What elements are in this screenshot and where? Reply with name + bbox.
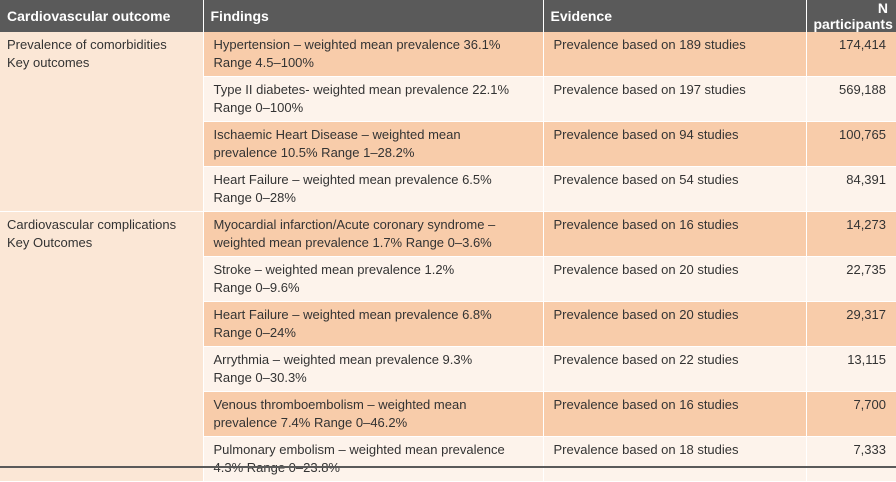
findings-line: weighted mean prevalence 1.7% Range 0–3.… (213, 235, 492, 250)
findings-line: Venous thromboembolism – weighted mean (213, 397, 467, 412)
evidence-cell: Prevalence based on 197 studies (543, 76, 807, 122)
table-row: Pulmonary embolism – weighted mean preva… (0, 436, 896, 482)
findings-line: Heart Failure – weighted mean prevalence… (213, 307, 492, 322)
header-outcome: Cardiovascular outcome (0, 0, 204, 32)
findings-line: Range 0–30.3% (213, 370, 307, 385)
table-row: Prevalence of comorbidities Key outcomes H… (0, 32, 896, 212)
participants-cell: 100,765 (806, 121, 896, 167)
evidence-cell: Prevalence based on 94 studies (543, 121, 807, 167)
findings-line: Heart Failure – weighted mean prevalence… (213, 172, 492, 187)
evidence-cell: Prevalence based on 22 studies (543, 346, 807, 392)
outcome-line: Prevalence of comorbidities (7, 37, 167, 52)
findings-line: Pulmonary embolism – weighted mean preva… (213, 442, 505, 457)
table-row: Cardiovascular complications Key Outcomes… (0, 211, 896, 482)
participants-cell: 7,333 (806, 436, 896, 482)
table-row: Ischaemic Heart Disease – weighted mean p… (0, 121, 896, 167)
participants-cell: 174,414 (806, 32, 896, 77)
findings-line: Range 0–9.6% (213, 280, 300, 295)
table-row: Stroke – weighted mean prevalence 1.2% Ra… (0, 256, 896, 302)
evidence-cell: Prevalence based on 189 studies (543, 32, 807, 77)
findings-line: Myocardial infarction/Acute coronary syn… (213, 217, 496, 232)
findings-cell: Venous thromboembolism – weighted mean pr… (203, 391, 544, 437)
findings-cell: Heart Failure – weighted mean prevalence… (203, 166, 544, 212)
header-n-participants: N participants (806, 0, 896, 32)
outcome-line: Key Outcomes (7, 235, 93, 250)
evidence-cell: Prevalence based on 16 studies (543, 211, 807, 257)
table-body: Prevalence of comorbidities Key outcomes H… (0, 32, 896, 482)
evidence-cell: Prevalence based on 20 studies (543, 301, 807, 347)
findings-line: Range 0–28% (213, 190, 296, 205)
participants-cell: 7,700 (806, 391, 896, 437)
findings-line: 4.3% Range 0–23.8% (214, 459, 536, 477)
outcome-line: Cardiovascular complications (7, 217, 177, 232)
participants-cell: 14,273 (806, 211, 896, 257)
findings-cell: Arrythmia – weighted mean prevalence 9.3… (203, 346, 544, 392)
table-row: Arrythmia – weighted mean prevalence 9.3… (0, 346, 896, 392)
evidence-cell: Prevalence based on 20 studies (543, 256, 807, 302)
findings-cell: Type II diabetes- weighted mean prevalen… (203, 76, 544, 122)
findings-cell: Myocardial infarction/Acute coronary syn… (203, 211, 544, 257)
evidence-cell: Prevalence based on 16 studies (543, 391, 807, 437)
findings-cell: Heart Failure – weighted mean prevalence… (203, 301, 544, 347)
participants-cell: 84,391 (806, 166, 896, 212)
table-row: Heart Failure – weighted mean prevalence… (0, 301, 896, 347)
findings-line: Hypertension – weighted mean prevalence … (213, 37, 501, 52)
evidence-cell: Prevalence based on 54 studies (543, 166, 807, 212)
bottom-rule (0, 466, 896, 468)
table-row: Heart Failure – weighted mean prevalence… (0, 166, 896, 212)
findings-line: Type II diabetes- weighted mean prevalen… (213, 82, 510, 97)
participants-cell: 29,317 (806, 301, 896, 347)
participants-cell: 569,188 (806, 76, 896, 122)
evidence-cell: Prevalence based on 18 studies (543, 436, 807, 482)
table-row: Type II diabetes- weighted mean prevalen… (0, 76, 896, 122)
outcome-cell: Cardiovascular complications Key Outcomes (0, 211, 204, 482)
findings-line: Arrythmia – weighted mean prevalence 9.3… (213, 352, 473, 367)
findings-cell: Stroke – weighted mean prevalence 1.2% Ra… (203, 256, 544, 302)
participants-cell: 13,115 (806, 346, 896, 392)
findings-line: Stroke – weighted mean prevalence 1.2% (213, 262, 455, 277)
findings-line: Range 4.5–100% (213, 55, 314, 70)
findings-cell: Ischaemic Heart Disease – weighted mean p… (203, 121, 544, 167)
findings-line: prevalence 7.4% Range 0–46.2% (213, 415, 408, 430)
header-findings: Findings (203, 0, 544, 32)
outcome-cell: Prevalence of comorbidities Key outcomes (0, 32, 204, 212)
table-row: Venous thromboembolism – weighted mean pr… (0, 391, 896, 437)
header-evidence: Evidence (543, 0, 807, 32)
outcome-line: Key outcomes (7, 55, 90, 70)
findings-line: Range 0–24% (213, 325, 296, 340)
findings-line: prevalence 10.5% Range 1–28.2% (213, 145, 415, 160)
header-row: Cardiovascular outcome Findings Evidence… (0, 0, 896, 32)
findings-line: Ischaemic Heart Disease – weighted mean (213, 127, 461, 142)
participants-cell: 22,735 (806, 256, 896, 302)
findings-line: Range 0–100% (213, 100, 304, 115)
findings-cell: Pulmonary embolism – weighted mean preva… (203, 436, 544, 482)
findings-cell: Hypertension – weighted mean prevalence … (203, 32, 544, 77)
